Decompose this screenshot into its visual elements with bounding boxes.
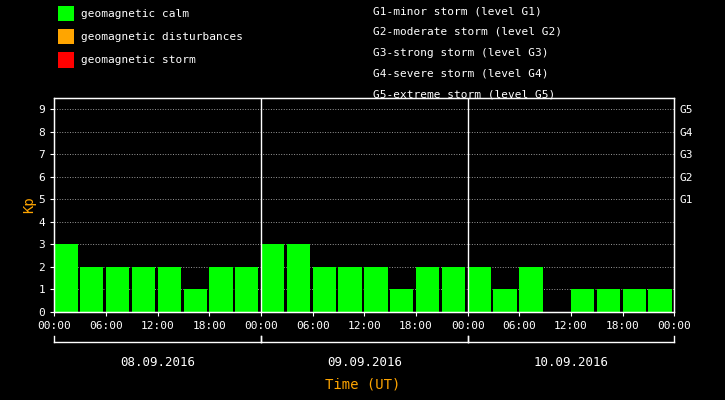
Bar [132, 267, 155, 312]
Bar [210, 267, 233, 312]
Bar [80, 267, 104, 312]
Bar [494, 290, 517, 312]
Text: G3-strong storm (level G3): G3-strong storm (level G3) [373, 48, 549, 58]
Bar [468, 267, 491, 312]
Text: 10.09.2016: 10.09.2016 [534, 356, 608, 368]
Bar [287, 244, 310, 312]
Bar [339, 267, 362, 312]
Bar [106, 267, 129, 312]
Bar [157, 267, 181, 312]
Text: G5-extreme storm (level G5): G5-extreme storm (level G5) [373, 89, 555, 99]
Text: G1-minor storm (level G1): G1-minor storm (level G1) [373, 6, 542, 16]
Bar [364, 267, 388, 312]
Bar [312, 267, 336, 312]
Bar [235, 267, 258, 312]
Bar [571, 290, 594, 312]
Bar [519, 267, 542, 312]
Bar [648, 290, 671, 312]
Text: geomagnetic storm: geomagnetic storm [81, 55, 196, 65]
Bar [597, 290, 620, 312]
Text: 09.09.2016: 09.09.2016 [327, 356, 402, 368]
Text: 08.09.2016: 08.09.2016 [120, 356, 195, 368]
Bar [261, 244, 284, 312]
Y-axis label: Kp: Kp [22, 197, 36, 213]
Text: geomagnetic disturbances: geomagnetic disturbances [81, 32, 243, 42]
Bar [623, 290, 646, 312]
Bar [54, 244, 78, 312]
Text: G2-moderate storm (level G2): G2-moderate storm (level G2) [373, 27, 563, 37]
Text: G4-severe storm (level G4): G4-severe storm (level G4) [373, 68, 549, 78]
Bar [183, 290, 207, 312]
Bar [416, 267, 439, 312]
Text: geomagnetic calm: geomagnetic calm [81, 9, 189, 18]
Text: Time (UT): Time (UT) [325, 378, 400, 392]
Bar [442, 267, 465, 312]
Bar [390, 290, 413, 312]
